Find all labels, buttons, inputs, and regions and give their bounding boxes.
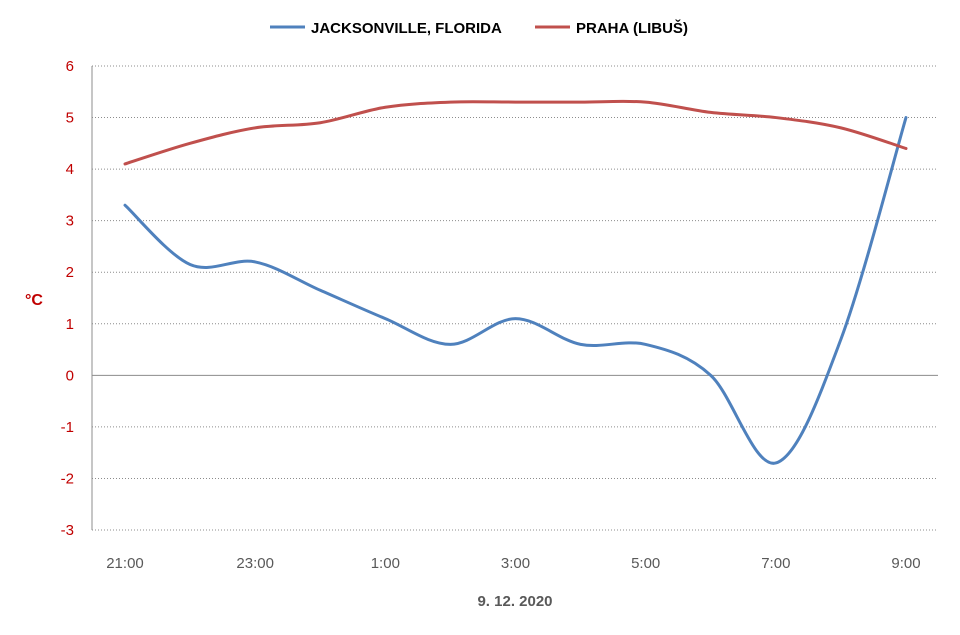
y-tick-label: 5 xyxy=(66,110,74,127)
x-tick-label: 7:00 xyxy=(761,555,790,572)
x-tick-label: 5:00 xyxy=(631,555,660,572)
x-tick-labels: 21:00 23:00 1:00 3:00 5:00 7:00 9:00 xyxy=(106,555,920,572)
series-lines xyxy=(123,99,908,465)
legend: JACKSONVILLE, FLORIDA PRAHA (LIBUŠ) xyxy=(270,19,688,37)
y-tick-label: -2 xyxy=(61,470,74,487)
y-tick-label: 2 xyxy=(66,264,74,281)
y-tick-label: 6 xyxy=(66,58,74,75)
x-axis-label: 9. 12. 2020 xyxy=(477,593,552,610)
legend-label-praha: PRAHA (LIBUŠ) xyxy=(576,19,688,37)
x-tick-label: 23:00 xyxy=(236,555,274,572)
x-tick-label: 3:00 xyxy=(501,555,530,572)
y-tick-labels: 6 5 4 3 2 1 0 -1 -2 -3 xyxy=(61,58,74,539)
y-tick-label: 1 xyxy=(66,316,74,333)
y-axis-label: °C xyxy=(25,292,43,309)
gridlines xyxy=(92,65,938,531)
y-tick-label: -3 xyxy=(61,522,74,539)
x-tick-label: 21:00 xyxy=(106,555,144,572)
axes xyxy=(91,66,938,530)
y-tick-label: 3 xyxy=(66,213,74,230)
y-tick-label: -1 xyxy=(61,419,74,436)
series-line-jacksonville xyxy=(123,116,908,465)
x-tick-label: 1:00 xyxy=(371,555,400,572)
x-tick-label: 9:00 xyxy=(891,555,920,572)
y-tick-label: 0 xyxy=(66,367,74,384)
series-line-praha xyxy=(123,99,908,166)
y-tick-label: 4 xyxy=(66,161,74,178)
legend-label-jacksonville: JACKSONVILLE, FLORIDA xyxy=(311,20,502,37)
